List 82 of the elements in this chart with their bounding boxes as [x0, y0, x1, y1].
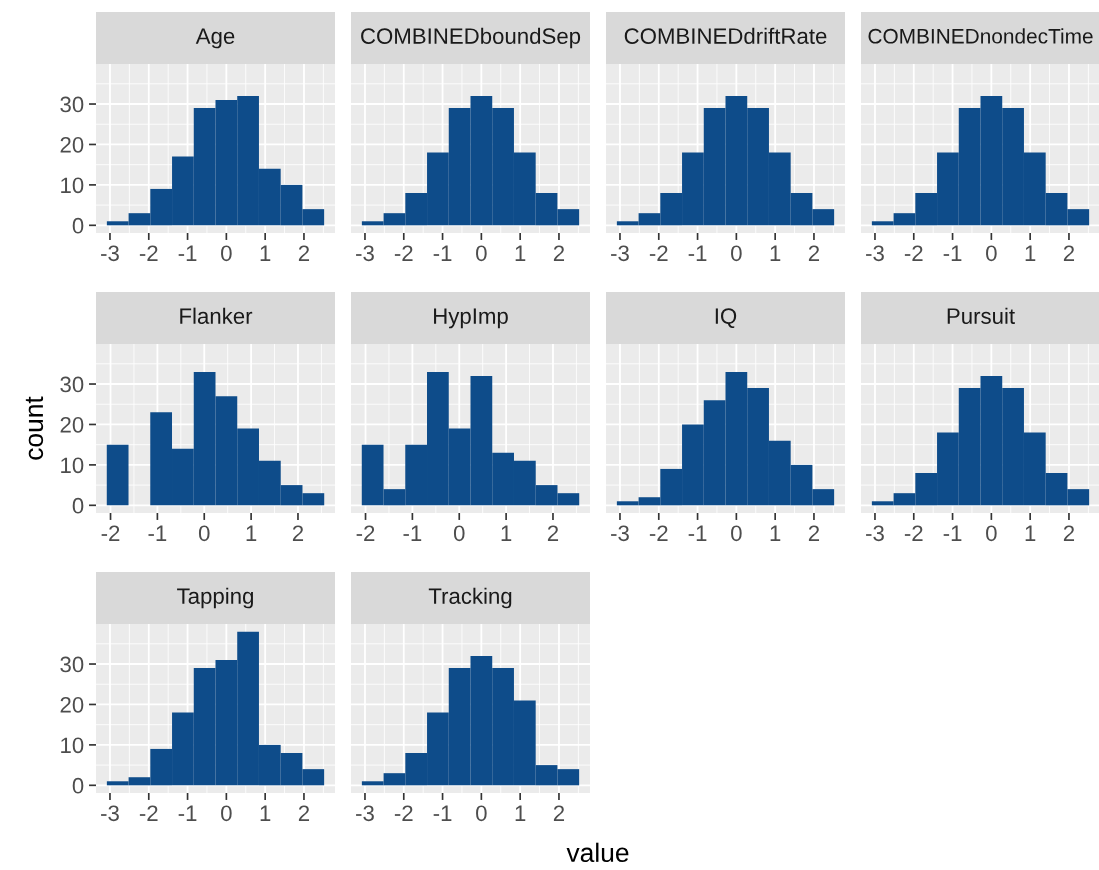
x-tick-label: 0 — [221, 805, 232, 822]
x-tick-label: -1 — [433, 245, 452, 261]
x-tick-label: -3 — [101, 805, 119, 822]
x-tick-label: -3 — [356, 245, 374, 262]
x-tick-label: -2 — [139, 245, 158, 261]
y-tick-label: 0 — [72, 217, 84, 234]
x-tick-label: 1 — [246, 525, 257, 541]
x-tick-label: 0 — [476, 245, 487, 262]
x-tick-label: 1 — [770, 525, 781, 541]
x-tick-label: -3 — [866, 525, 884, 542]
x-tick-label: -1 — [943, 245, 962, 261]
chart-title: Tapping — [177, 587, 253, 609]
x-tick-label: 1 — [260, 805, 271, 821]
chart-title: Age — [195, 28, 235, 49]
x-tick-label: 1 — [770, 245, 781, 261]
y-tick-label: 20 — [60, 416, 84, 433]
x-tick-label: -2 — [139, 805, 158, 821]
x-tick-label: -1 — [178, 245, 197, 261]
x-tick-label: -1 — [688, 525, 707, 541]
x-tick-label: 2 — [1063, 525, 1075, 541]
chart-title: COMBINEDnondecTime — [868, 28, 1093, 44]
x-tick-label: 1 — [1025, 525, 1036, 541]
x-tick-label: -1 — [943, 525, 962, 541]
x-tick-label: -1 — [433, 805, 452, 821]
x-tick-label: -2 — [101, 525, 120, 541]
x-tick-label: 1 — [260, 245, 271, 261]
x-tick-label: 2 — [553, 805, 565, 821]
x-tick-label: 1 — [1025, 245, 1036, 261]
y-tick-label: 10 — [61, 177, 84, 194]
x-tick-label: 2 — [298, 805, 310, 821]
chart-title: COMBINEDboundSep — [361, 27, 581, 49]
chart-title: Flanker — [180, 307, 253, 324]
x-tick-label: -2 — [394, 805, 413, 821]
x-tick-label: 0 — [986, 245, 997, 262]
x-tick-label: 0 — [476, 805, 487, 822]
y-tick-label: 10 — [61, 737, 84, 754]
x-tick-label: -1 — [403, 525, 422, 541]
x-tick-label: 2 — [553, 245, 565, 261]
x-tick-label: -3 — [356, 805, 374, 822]
chart-title: Tracking — [428, 587, 512, 609]
x-tick-label: 1 — [515, 805, 526, 821]
chart-title: HypImp — [434, 308, 508, 329]
x-tick-label: -1 — [178, 805, 197, 821]
x-tick-label: -3 — [866, 245, 884, 262]
x-tick-label: -3 — [611, 245, 629, 262]
x-tick-label: 2 — [547, 525, 559, 541]
y-tick-label: 30 — [60, 656, 84, 673]
chart-title: IQ — [715, 308, 737, 328]
y-tick-label: 20 — [60, 696, 84, 713]
x-tick-label: -3 — [611, 525, 629, 542]
x-axis-title: value — [566, 842, 629, 863]
x-tick-label: -2 — [394, 245, 413, 261]
x-tick-label: -2 — [649, 245, 668, 261]
x-tick-label: 2 — [292, 525, 304, 541]
x-tick-label: 2 — [808, 245, 820, 261]
y-tick-label: 0 — [72, 777, 84, 794]
x-tick-label: 2 — [298, 245, 310, 261]
x-tick-label: -1 — [148, 525, 167, 541]
x-tick-label: 0 — [731, 245, 742, 262]
x-tick-label: 0 — [453, 525, 465, 542]
x-tick-label: -2 — [356, 525, 375, 541]
y-tick-label: 20 — [60, 136, 84, 153]
y-tick-label: 0 — [72, 497, 84, 514]
x-tick-label: 2 — [808, 525, 820, 541]
x-tick-label: 0 — [731, 525, 742, 542]
x-tick-label: 0 — [198, 525, 210, 542]
chart-title: COMBINEDdriftRate — [624, 27, 827, 44]
x-tick-label: -1 — [688, 245, 707, 261]
x-tick-label: 0 — [221, 245, 232, 262]
y-tick-label: 30 — [60, 376, 84, 393]
x-tick-label: -2 — [904, 525, 923, 541]
x-tick-label: 1 — [515, 245, 526, 261]
y-tick-label: 30 — [60, 96, 84, 113]
x-tick-label: 1 — [501, 525, 512, 541]
x-tick-label: 0 — [986, 525, 997, 542]
y-axis-title: count — [25, 396, 44, 460]
x-tick-label: -2 — [904, 245, 923, 261]
x-tick-label: 2 — [1063, 245, 1075, 261]
x-tick-label: -3 — [101, 245, 119, 262]
chart-title: Pursuit — [947, 307, 1015, 324]
x-tick-label: -2 — [649, 525, 668, 541]
y-tick-label: 10 — [61, 457, 84, 474]
